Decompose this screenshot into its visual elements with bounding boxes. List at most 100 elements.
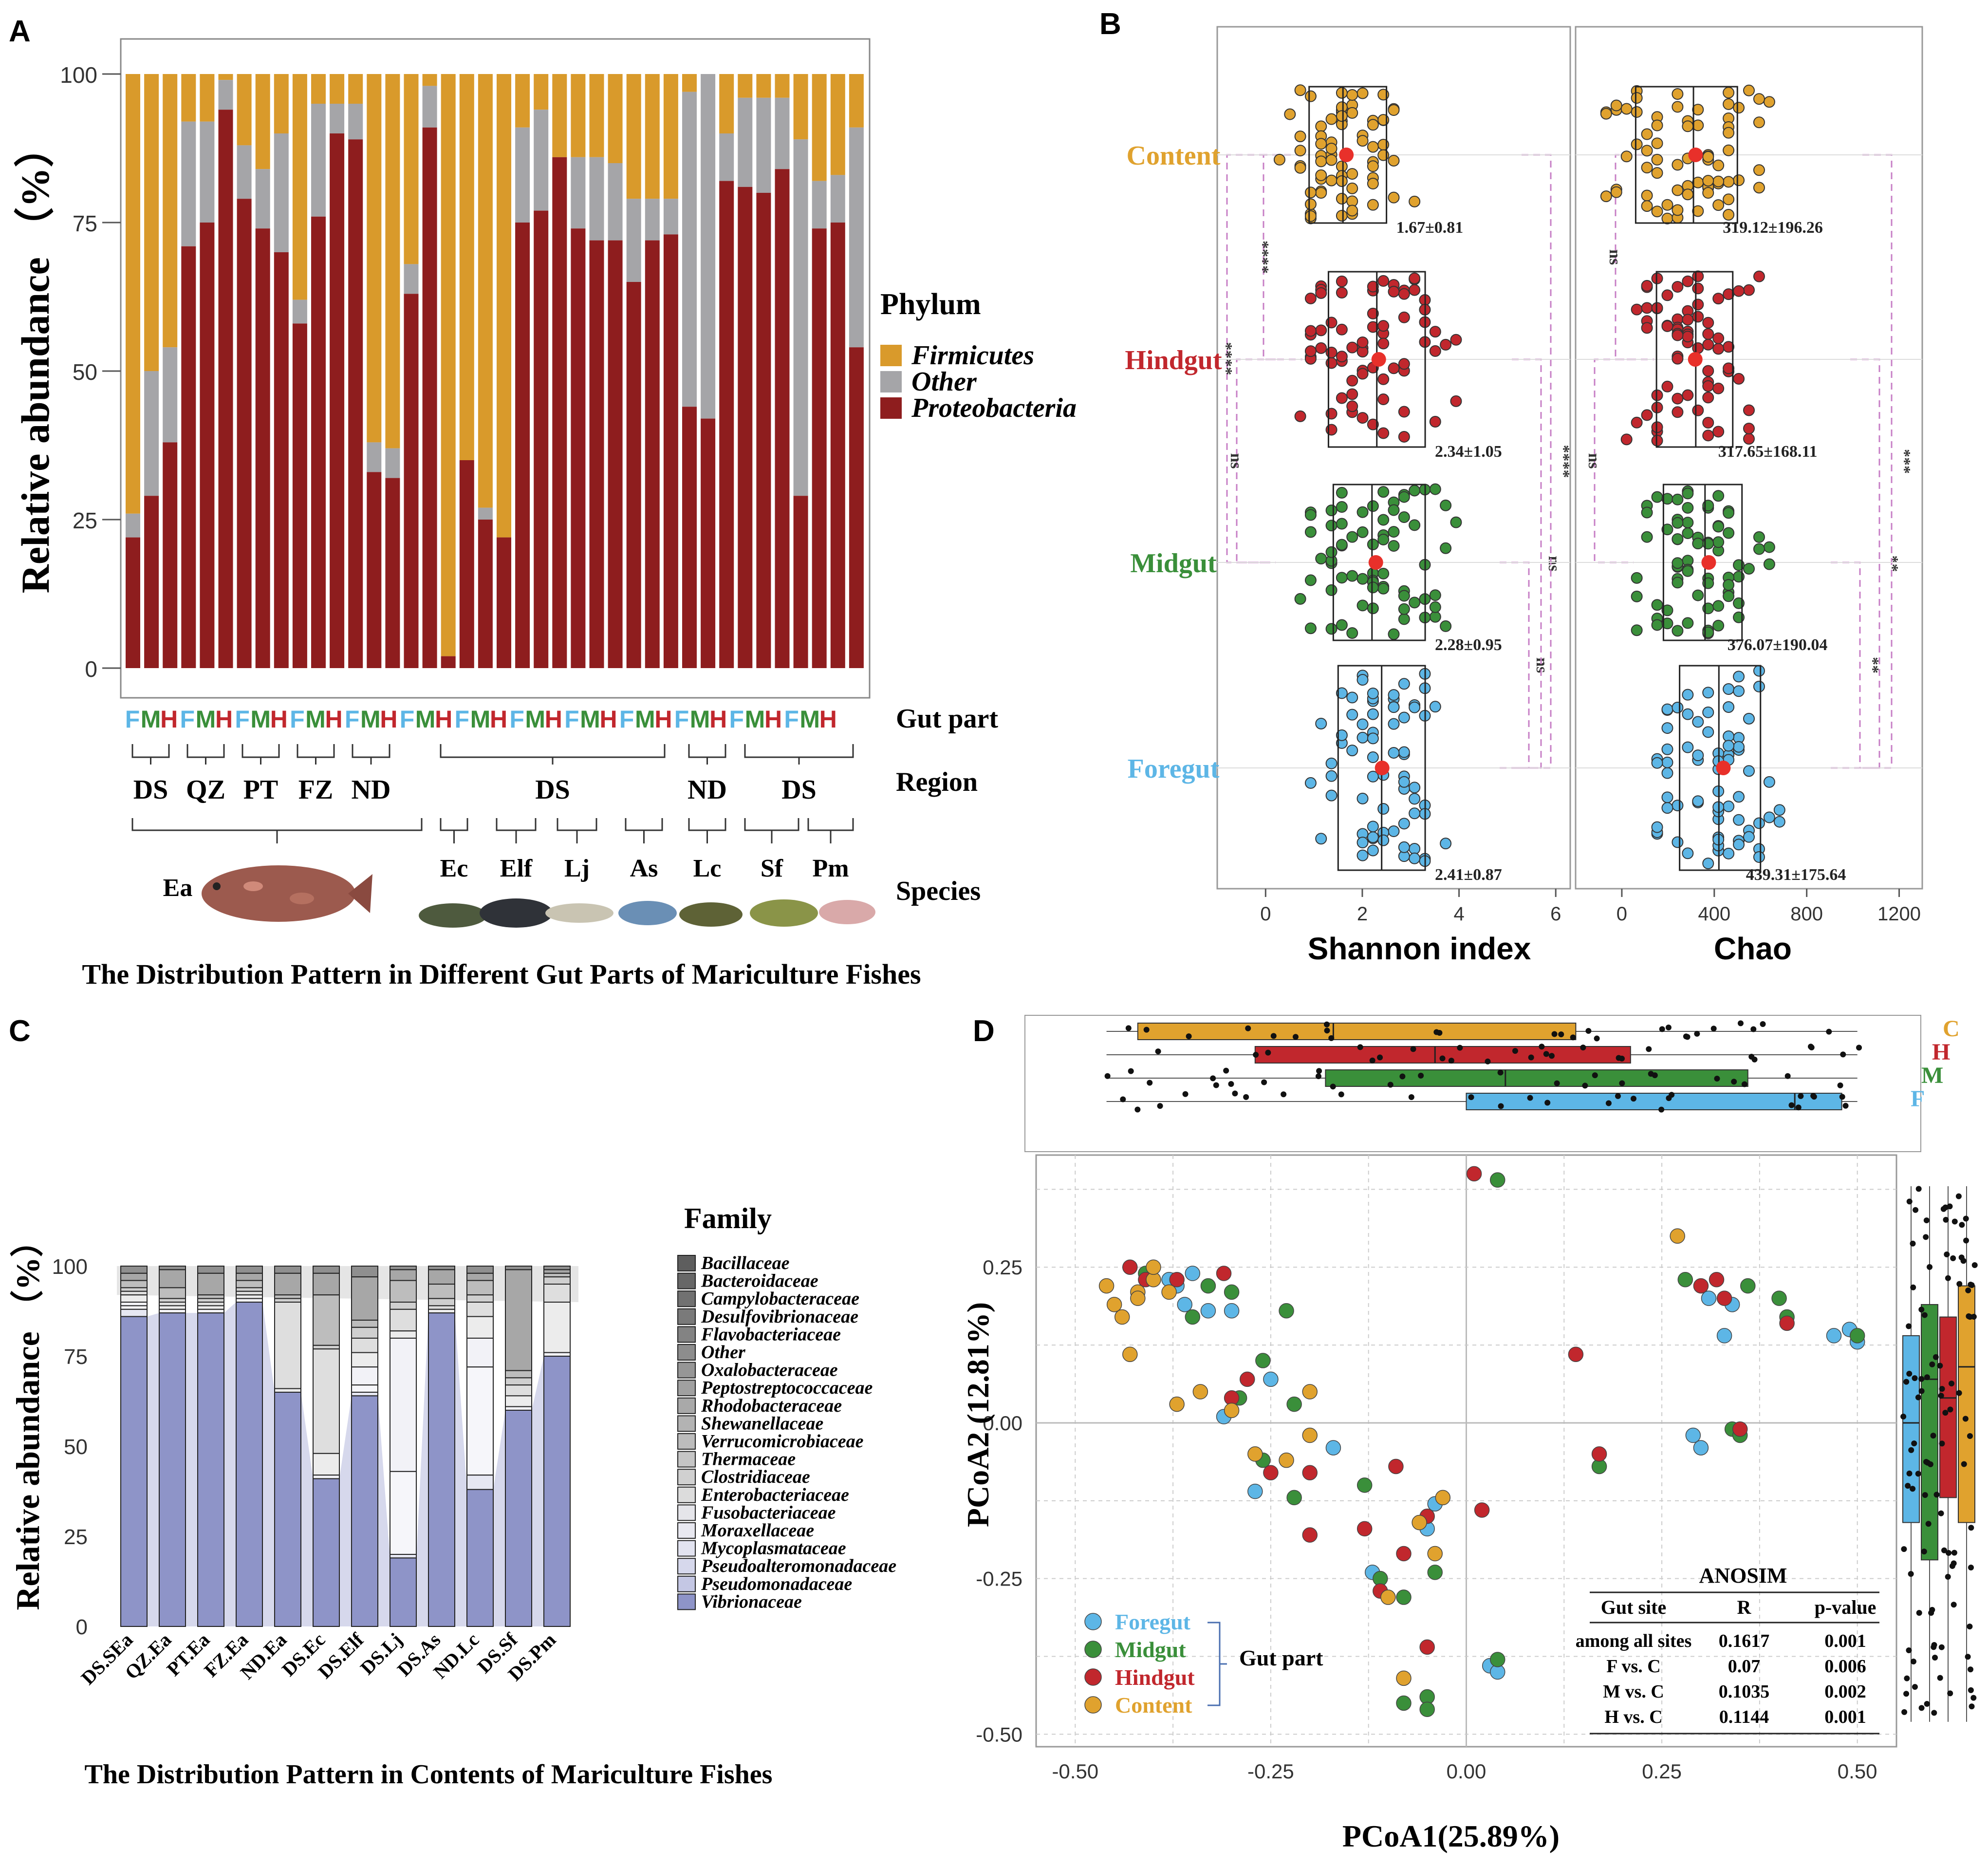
- mean-marker: [1688, 352, 1703, 367]
- dot-point: [1336, 729, 1348, 741]
- dot-point: [1409, 807, 1421, 820]
- marginal-dot: [1387, 1082, 1393, 1088]
- dot-point: [1682, 389, 1694, 401]
- dot-point: [1723, 740, 1735, 752]
- dot-point: [1367, 751, 1379, 764]
- bar-other: [849, 127, 864, 348]
- pcoa-point-hindgut: [1732, 1421, 1748, 1437]
- marginal-dot: [1930, 1433, 1936, 1439]
- pcoa-point-content: [1302, 1384, 1318, 1400]
- panel-b-dot-box-plots: 1.67±0.81 2.34±1.05 2.28±0.95 2.41±0.87 319.…: [1217, 84, 1922, 884]
- family-segment: [197, 1294, 224, 1299]
- family-segment: [466, 1302, 494, 1317]
- dot-point: [1723, 87, 1735, 99]
- dot-point: [1702, 187, 1714, 199]
- dot-point: [1672, 392, 1684, 405]
- family-segment: [466, 1316, 494, 1339]
- dot-point: [1304, 210, 1317, 222]
- bar-proteobacteria: [830, 223, 845, 668]
- gut-part-letter: H: [490, 706, 507, 733]
- dot-point: [1325, 113, 1338, 125]
- dot-point: [1631, 106, 1643, 118]
- pcoa-point-hindgut: [1709, 1272, 1725, 1288]
- legend-swatch: [677, 1344, 696, 1361]
- marginal-dot: [1963, 1215, 1969, 1222]
- box-hindgut: [1655, 271, 1734, 448]
- panel-c-legend-title: Family: [684, 1202, 772, 1234]
- significance-label: ****: [1254, 241, 1272, 274]
- bar-other: [330, 104, 345, 133]
- dot-point: [1346, 388, 1358, 400]
- dot-point: [1723, 144, 1735, 156]
- marginal-dot: [1968, 1564, 1974, 1570]
- dot-point: [1367, 178, 1379, 190]
- dot-point: [1661, 617, 1673, 630]
- bar-firmicutes: [200, 74, 215, 122]
- dot-point: [1440, 838, 1452, 850]
- region-bracket: [688, 744, 726, 765]
- dot-point: [1723, 579, 1735, 591]
- gut-part-letter: H: [600, 706, 617, 733]
- bar-firmicutes: [459, 74, 474, 460]
- dot-point: [1398, 613, 1410, 625]
- pcoa-point-midgut: [1396, 1695, 1412, 1711]
- legend-label-hindgut: Hindgut: [1115, 1665, 1195, 1690]
- dot-point: [1388, 825, 1400, 838]
- pcoa-point-hindgut: [1302, 1465, 1318, 1481]
- gut-part-letter: F: [564, 706, 579, 733]
- pcoa-point-hindgut: [1716, 1290, 1732, 1306]
- dot-point: [1672, 625, 1684, 637]
- anosim-cell: 0.1144: [1719, 1707, 1769, 1727]
- family-segment: [159, 1287, 186, 1299]
- dot-point: [1388, 689, 1400, 701]
- pcoa-point-foregut: [1200, 1303, 1216, 1319]
- dot-point: [1367, 307, 1379, 319]
- dot-point: [1398, 841, 1410, 853]
- pcoa-point-hindgut: [1466, 1166, 1482, 1182]
- family-segment: [543, 1302, 571, 1353]
- dot-point: [1409, 519, 1421, 531]
- family-segment: [428, 1298, 455, 1307]
- marginal-dot: [1905, 1483, 1911, 1489]
- dot-point: [1440, 620, 1452, 632]
- gut-part-letter: F: [784, 706, 799, 733]
- dot-point: [1429, 416, 1441, 428]
- box-midgut: [1662, 484, 1743, 641]
- panel-d-y-tick-label: -0.25: [976, 1568, 1022, 1590]
- bar-proteobacteria: [812, 228, 827, 668]
- panel-a-y-tick-label: 50: [73, 359, 97, 385]
- family-segment: [120, 1308, 148, 1317]
- species-label: Sf: [761, 855, 783, 882]
- dot-point: [1336, 619, 1348, 631]
- family-segment: [543, 1276, 571, 1285]
- marginal-dot: [1592, 1072, 1598, 1079]
- bar-proteobacteria: [645, 240, 660, 669]
- marginal-dot: [1186, 1033, 1192, 1040]
- marginal-dot: [1968, 1687, 1974, 1693]
- marginal-dot: [1512, 1048, 1518, 1054]
- species-label: Pm: [812, 855, 849, 882]
- dot-point: [1682, 314, 1694, 326]
- dot-point: [1712, 159, 1725, 171]
- dot-point: [1325, 770, 1338, 782]
- anosim-cell: 0.1035: [1719, 1681, 1770, 1702]
- dot-point: [1346, 205, 1358, 217]
- dot-point: [1388, 526, 1400, 538]
- dot-point: [1377, 320, 1390, 332]
- dot-point: [1702, 706, 1714, 718]
- family-segment: [543, 1284, 571, 1303]
- bar-proteobacteria: [738, 187, 753, 668]
- marginal-dot: [1147, 1080, 1153, 1086]
- dot-point: [1712, 332, 1725, 344]
- bar-proteobacteria: [682, 407, 697, 668]
- family-segment: [505, 1377, 532, 1386]
- anosim-cell: F vs. C: [1606, 1656, 1661, 1677]
- marginal-dot: [1911, 1440, 1917, 1447]
- bar-proteobacteria: [367, 472, 382, 668]
- legend-label-other: Other: [911, 367, 977, 397]
- dot-point: [1651, 619, 1663, 631]
- anosim-cell: 0.001: [1824, 1707, 1866, 1727]
- dot-point: [1712, 426, 1725, 438]
- legend-marker-midgut: [1084, 1641, 1102, 1658]
- bar-other: [274, 133, 289, 252]
